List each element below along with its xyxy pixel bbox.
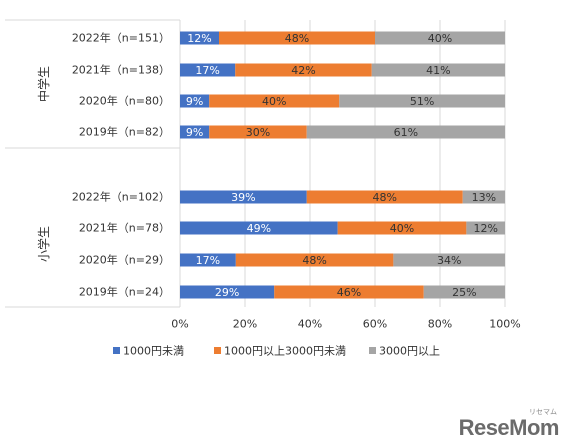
bar-segment [209, 94, 340, 108]
group-label: 中学生 [36, 66, 51, 102]
data-label: 30% [246, 126, 270, 139]
data-label: 29% [215, 286, 239, 299]
x-tick-label: 80% [428, 318, 452, 331]
data-label: 49% [247, 222, 271, 235]
bar-segment [219, 31, 375, 45]
group-label: 小学生 [36, 226, 51, 262]
bar-segment [180, 125, 210, 139]
legend-swatch [113, 347, 120, 354]
data-label: 39% [231, 191, 255, 204]
legend-label: 3000円以上 [379, 345, 440, 358]
data-label: 41% [426, 64, 450, 77]
category-label: 2019年（n=82） [79, 125, 170, 139]
category-label: 2020年（n=80） [79, 94, 170, 108]
bar-segment [180, 221, 338, 235]
bar-segment [306, 190, 463, 204]
bar-segment [235, 253, 394, 267]
data-label: 40% [428, 32, 452, 45]
data-label: 48% [302, 254, 326, 267]
bar-segment [371, 63, 505, 77]
data-label: 51% [410, 95, 434, 108]
bar-segment [274, 285, 424, 299]
data-label: 25% [452, 286, 476, 299]
legend-label: 1000円以上3000円未満 [224, 345, 346, 358]
bar-segment [375, 31, 505, 45]
category-label: 2019年（n=24） [79, 285, 170, 299]
bar-segment [337, 221, 467, 235]
resemom-logo: リセマム ReseMom [458, 409, 560, 441]
data-label: 48% [285, 32, 309, 45]
category-label: 2022年（n=151） [72, 31, 170, 45]
data-label: 48% [373, 191, 397, 204]
data-label: 17% [195, 64, 219, 77]
logo-ruby: リセマム [529, 409, 557, 416]
bar-segment [209, 125, 307, 139]
x-tick-label: 40% [298, 318, 322, 331]
bar-segment [462, 190, 505, 204]
bar-segment [423, 285, 505, 299]
logo-text: ReseMom [458, 415, 560, 440]
bar-segment [235, 63, 372, 77]
data-label: 9% [186, 95, 203, 108]
category-label: 2021年（n=78） [79, 221, 170, 235]
data-label: 46% [337, 286, 361, 299]
data-label: 12% [187, 32, 211, 45]
x-tick-label: 0% [171, 318, 188, 331]
data-label: 42% [291, 64, 315, 77]
bar-segment [306, 125, 505, 139]
x-tick-label: 60% [363, 318, 387, 331]
bar-segment [180, 94, 210, 108]
bar-segment [180, 253, 236, 267]
bar-segment [180, 31, 219, 45]
data-label: 13% [472, 191, 496, 204]
category-label: 2021年（n=138） [72, 63, 170, 77]
data-label: 40% [262, 95, 286, 108]
data-label: 9% [186, 126, 203, 139]
data-label: 34% [437, 254, 461, 267]
data-label: 61% [394, 126, 418, 139]
bar-segment [339, 94, 505, 108]
bar-segment [180, 285, 275, 299]
category-label: 2022年（n=102） [72, 190, 170, 204]
data-label: 17% [196, 254, 220, 267]
legend-label: 1000円未満 [123, 345, 184, 358]
category-label: 2020年（n=29） [79, 253, 170, 267]
bar-segment [180, 63, 236, 77]
data-label: 12% [473, 222, 497, 235]
x-tick-label: 100% [489, 318, 520, 331]
legend-swatch [214, 347, 221, 354]
bar-segment [180, 190, 307, 204]
bar-segment [393, 253, 505, 267]
legend-swatch [369, 347, 376, 354]
data-label: 40% [390, 222, 414, 235]
bar-segment [466, 221, 505, 235]
x-tick-label: 20% [233, 318, 257, 331]
